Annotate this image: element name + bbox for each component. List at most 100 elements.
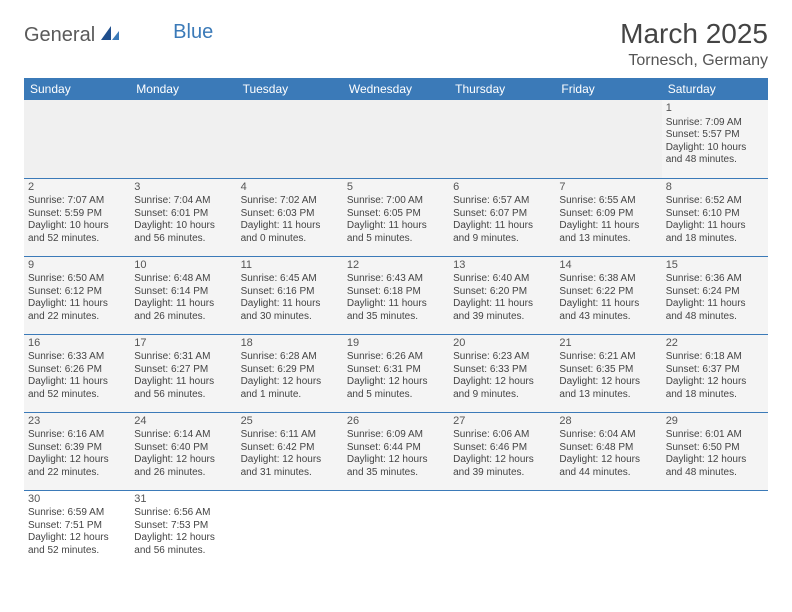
day-number: 28: [559, 415, 657, 429]
calendar-week-row: 30Sunrise: 6:59 AMSunset: 7:51 PMDayligh…: [24, 490, 768, 568]
daylight-line: and 22 minutes.: [28, 311, 126, 324]
daylight-line: and 48 minutes.: [666, 311, 764, 324]
calendar-day-cell: 31Sunrise: 6:56 AMSunset: 7:53 PMDayligh…: [130, 490, 236, 568]
daylight-line: and 9 minutes.: [453, 233, 551, 246]
sunrise-line: Sunrise: 6:43 AM: [347, 273, 445, 286]
sunset-line: Sunset: 6:48 PM: [559, 442, 657, 455]
daylight-line: and 56 minutes.: [134, 389, 232, 402]
daylight-line: Daylight: 12 hours: [347, 376, 445, 389]
daylight-line: Daylight: 11 hours: [453, 298, 551, 311]
sunrise-line: Sunrise: 7:02 AM: [241, 195, 339, 208]
sunrise-line: Sunrise: 6:31 AM: [134, 351, 232, 364]
calendar-empty-cell: [343, 490, 449, 568]
sunrise-line: Sunrise: 6:38 AM: [559, 273, 657, 286]
day-number: 7: [559, 181, 657, 195]
calendar-day-cell: 26Sunrise: 6:09 AMSunset: 6:44 PMDayligh…: [343, 412, 449, 490]
sunset-line: Sunset: 6:24 PM: [666, 286, 764, 299]
daylight-line: Daylight: 11 hours: [347, 220, 445, 233]
sunrise-line: Sunrise: 6:28 AM: [241, 351, 339, 364]
calendar-day-cell: 17Sunrise: 6:31 AMSunset: 6:27 PMDayligh…: [130, 334, 236, 412]
sunrise-line: Sunrise: 6:56 AM: [134, 507, 232, 520]
sunrise-line: Sunrise: 6:23 AM: [453, 351, 551, 364]
sunrise-line: Sunrise: 6:45 AM: [241, 273, 339, 286]
calendar-day-cell: 28Sunrise: 6:04 AMSunset: 6:48 PMDayligh…: [555, 412, 661, 490]
location-label: Tornesch, Germany: [620, 52, 768, 70]
daylight-line: and 0 minutes.: [241, 233, 339, 246]
sunset-line: Sunset: 6:50 PM: [666, 442, 764, 455]
calendar-header-row: SundayMondayTuesdayWednesdayThursdayFrid…: [24, 78, 768, 100]
sunrise-line: Sunrise: 6:26 AM: [347, 351, 445, 364]
daylight-line: Daylight: 12 hours: [134, 532, 232, 545]
sunrise-line: Sunrise: 6:57 AM: [453, 195, 551, 208]
calendar-week-row: 9Sunrise: 6:50 AMSunset: 6:12 PMDaylight…: [24, 256, 768, 334]
daylight-line: Daylight: 11 hours: [241, 220, 339, 233]
day-number: 11: [241, 259, 339, 273]
daylight-line: and 26 minutes.: [134, 311, 232, 324]
sunrise-line: Sunrise: 6:36 AM: [666, 273, 764, 286]
daylight-line: Daylight: 12 hours: [241, 454, 339, 467]
daylight-line: and 30 minutes.: [241, 311, 339, 324]
sunset-line: Sunset: 6:40 PM: [134, 442, 232, 455]
sunrise-line: Sunrise: 7:00 AM: [347, 195, 445, 208]
daylight-line: Daylight: 12 hours: [28, 532, 126, 545]
sunrise-line: Sunrise: 7:09 AM: [666, 117, 764, 130]
sunset-line: Sunset: 6:14 PM: [134, 286, 232, 299]
daylight-line: Daylight: 11 hours: [134, 376, 232, 389]
daylight-line: and 1 minute.: [241, 389, 339, 402]
day-number: 2: [28, 181, 126, 195]
calendar-day-cell: 6Sunrise: 6:57 AMSunset: 6:07 PMDaylight…: [449, 178, 555, 256]
daylight-line: Daylight: 11 hours: [28, 298, 126, 311]
daylight-line: and 22 minutes.: [28, 467, 126, 480]
calendar-empty-cell: [662, 490, 768, 568]
daylight-line: and 5 minutes.: [347, 233, 445, 246]
sunset-line: Sunset: 7:51 PM: [28, 520, 126, 533]
calendar-day-cell: 2Sunrise: 7:07 AMSunset: 5:59 PMDaylight…: [24, 178, 130, 256]
sunset-line: Sunset: 5:59 PM: [28, 208, 126, 221]
sunrise-line: Sunrise: 6:33 AM: [28, 351, 126, 364]
daylight-line: Daylight: 12 hours: [559, 376, 657, 389]
day-number: 21: [559, 337, 657, 351]
daylight-line: Daylight: 12 hours: [453, 376, 551, 389]
daylight-line: and 35 minutes.: [347, 311, 445, 324]
day-number: 23: [28, 415, 126, 429]
day-number: 19: [347, 337, 445, 351]
sunset-line: Sunset: 6:46 PM: [453, 442, 551, 455]
calendar-week-row: 2Sunrise: 7:07 AMSunset: 5:59 PM Daylight…: [24, 178, 768, 256]
daylight-line: and 52 minutes.: [28, 389, 126, 402]
day-number: 26: [347, 415, 445, 429]
daylight-line: and 56 minutes.: [134, 233, 232, 246]
day-number: 8: [666, 181, 764, 195]
sunset-line: Sunset: 6:27 PM: [134, 364, 232, 377]
calendar-day-cell: 23Sunrise: 6:16 AMSunset: 6:39 PMDayligh…: [24, 412, 130, 490]
sunset-line: Sunset: 6:31 PM: [347, 364, 445, 377]
day-number: 25: [241, 415, 339, 429]
calendar-empty-cell: [449, 100, 555, 178]
calendar-day-cell: 29Sunrise: 6:01 AMSunset: 6:50 PMDayligh…: [662, 412, 768, 490]
day-number: 29: [666, 415, 764, 429]
day-number: 12: [347, 259, 445, 273]
day-number: 1: [666, 102, 764, 116]
calendar-day-cell: 1Sunrise: 7:09 AMSunset: 5:57 PMDaylight…: [662, 100, 768, 178]
day-number: 27: [453, 415, 551, 429]
day-number: 10: [134, 259, 232, 273]
daylight-line: Daylight: 12 hours: [559, 454, 657, 467]
day-number: 14: [559, 259, 657, 273]
day-number: 20: [453, 337, 551, 351]
sunset-line: Sunset: 6:01 PM: [134, 208, 232, 221]
sunset-line: Sunset: 6:03 PM: [241, 208, 339, 221]
day-number: 22: [666, 337, 764, 351]
sunset-line: Sunset: 6:42 PM: [241, 442, 339, 455]
daylight-line: and 13 minutes.: [559, 389, 657, 402]
sunrise-line: Sunrise: 7:07 AM: [28, 195, 126, 208]
daylight-line: Daylight: 12 hours: [347, 454, 445, 467]
logo-text-general: General: [24, 24, 95, 47]
sunrise-line: Sunrise: 6:40 AM: [453, 273, 551, 286]
calendar-day-cell: 11Sunrise: 6:45 AMSunset: 6:16 PMDayligh…: [237, 256, 343, 334]
day-number: 15: [666, 259, 764, 273]
daylight-line: Daylight: 12 hours: [28, 454, 126, 467]
calendar-day-cell: 20Sunrise: 6:23 AMSunset: 6:33 PMDayligh…: [449, 334, 555, 412]
calendar-day-cell: 30Sunrise: 6:59 AMSunset: 7:51 PMDayligh…: [24, 490, 130, 568]
daylight-line: and 9 minutes.: [453, 389, 551, 402]
sail-icon: [99, 24, 121, 47]
sunset-line: Sunset: 6:20 PM: [453, 286, 551, 299]
